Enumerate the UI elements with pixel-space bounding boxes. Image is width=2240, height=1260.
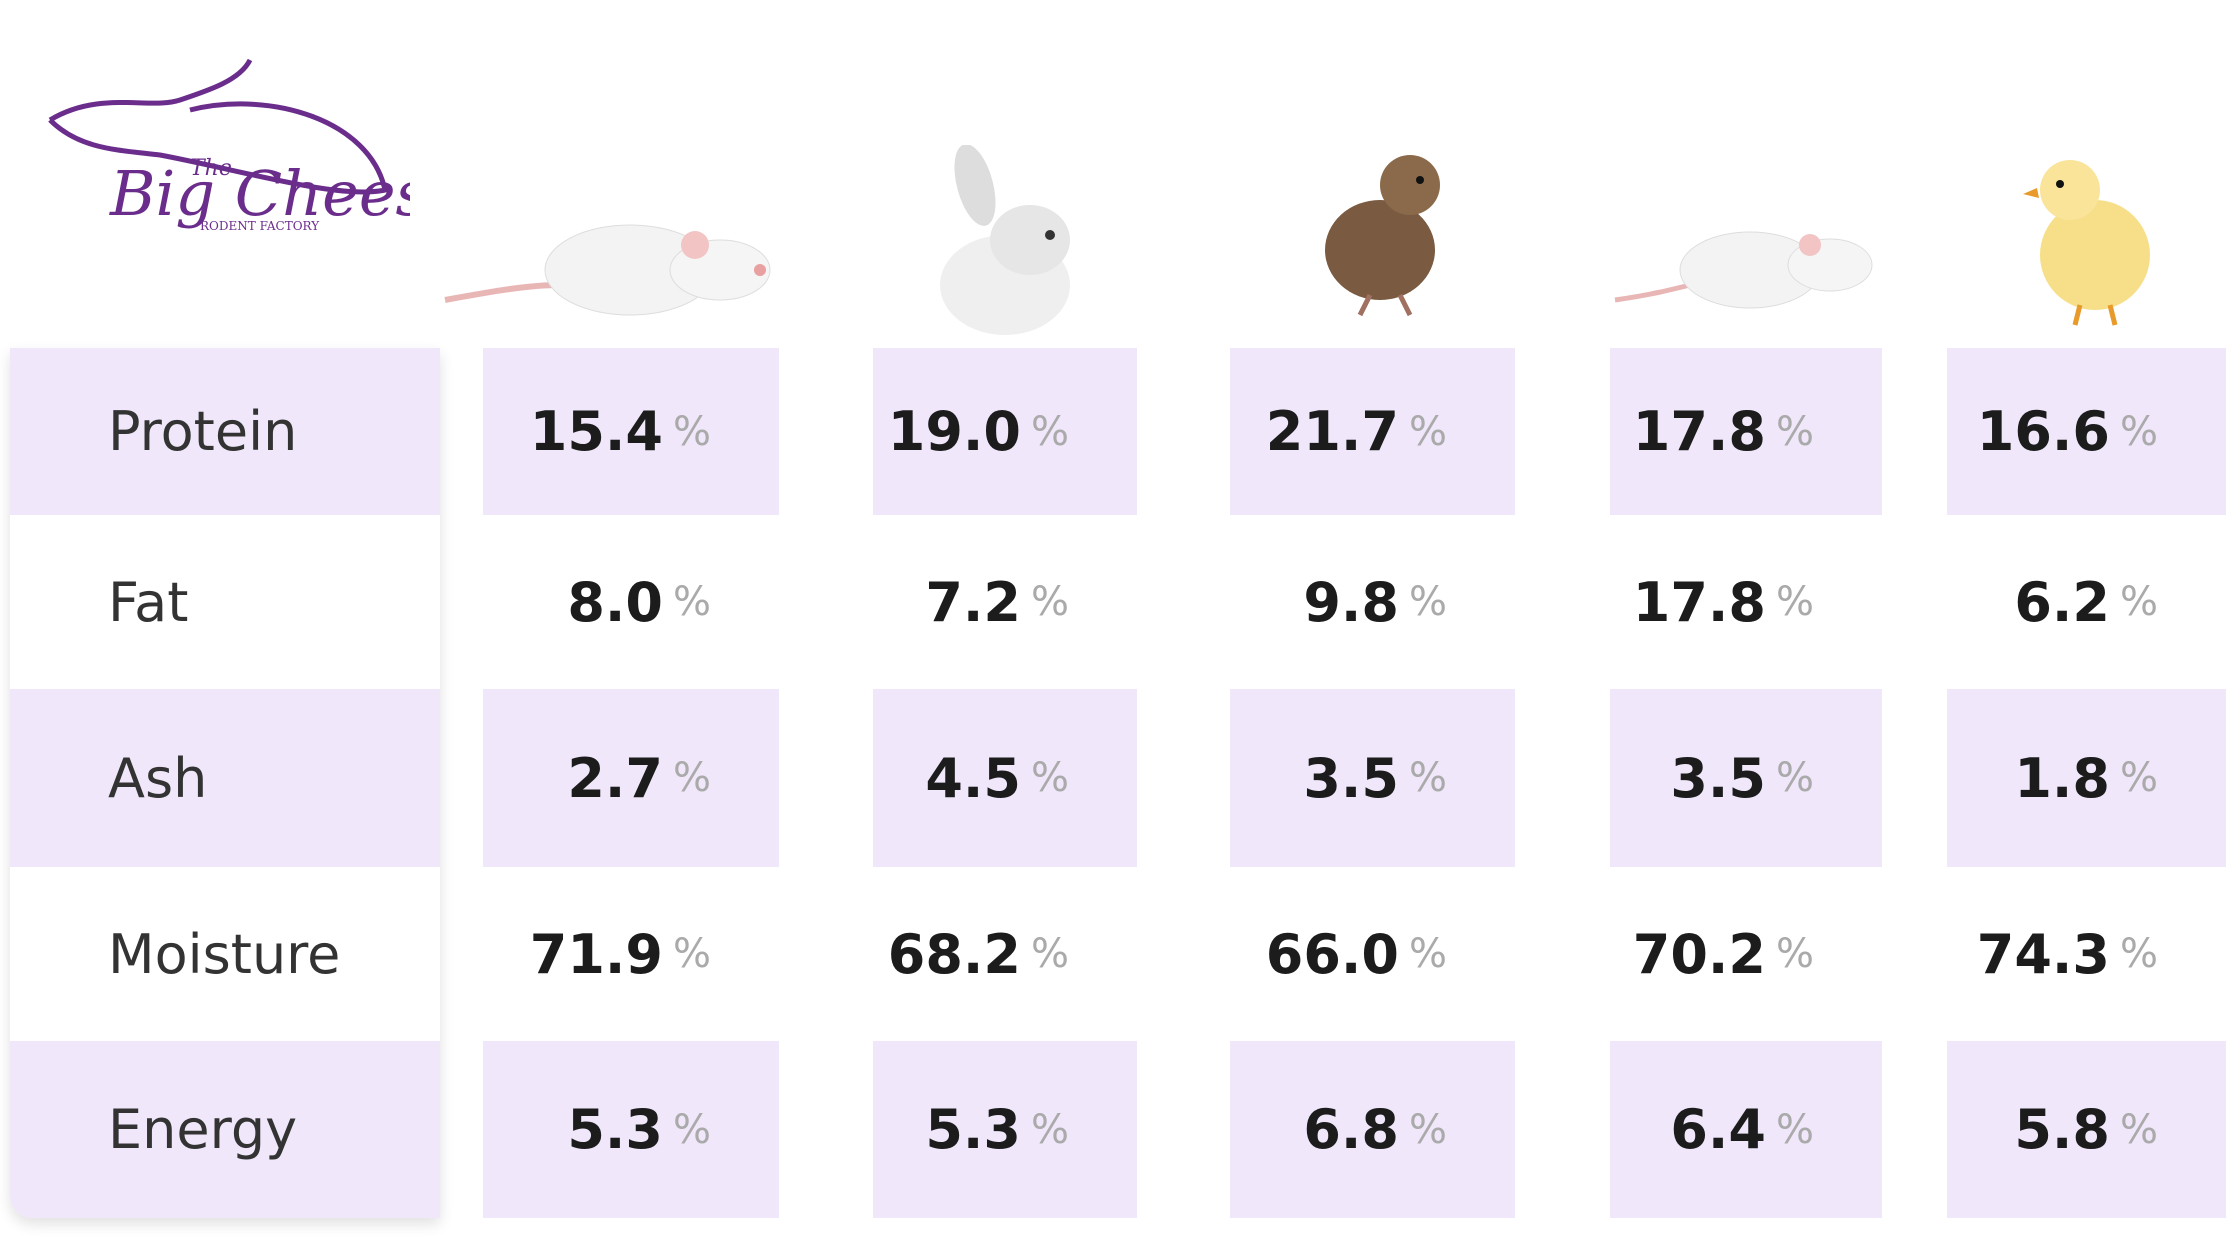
unit: % — [2119, 755, 2158, 801]
unit: % — [1775, 755, 1814, 801]
value: 8.0 — [567, 570, 663, 634]
unit: % — [2119, 1106, 2158, 1153]
rat-image — [1614, 231, 1873, 309]
value: 17.8 — [1632, 400, 1766, 463]
value: 6.4 — [1670, 1098, 1766, 1161]
value: 2.7 — [567, 746, 663, 810]
unit: % — [1030, 755, 1069, 801]
logo-prefix: The — [190, 156, 232, 181]
value: 5.8 — [2014, 1098, 2110, 1161]
unit: % — [1030, 931, 1069, 977]
rat-image — [444, 224, 771, 316]
value-cell: 6.4% — [1610, 1041, 1882, 1218]
value-cell: 5.3% — [873, 1041, 1137, 1218]
rabbit-image — [940, 145, 1070, 335]
row-labels: Protein Fat Ash Moisture Energy — [10, 348, 440, 1218]
value: 6.2 — [2014, 570, 2110, 634]
value: 71.9 — [529, 922, 663, 986]
unit: % — [2119, 931, 2158, 977]
value: 17.8 — [1632, 570, 1766, 634]
row-label: Moisture — [108, 922, 341, 986]
unit: % — [672, 408, 711, 455]
row-label: Energy — [10, 1041, 440, 1218]
value-cell: 8.0% — [483, 515, 779, 689]
value-cell: 7.2% — [873, 515, 1137, 689]
row-label: Protein — [10, 348, 440, 515]
value: 4.5 — [925, 746, 1021, 810]
value-cell: 5.8% — [1947, 1041, 2226, 1218]
value: 21.7 — [1265, 400, 1399, 463]
unit: % — [672, 755, 711, 801]
chick-image — [2023, 160, 2150, 326]
value: 15.4 — [529, 400, 663, 463]
value: 7.2 — [925, 570, 1021, 634]
value-cell: 4.5% — [873, 689, 1137, 867]
value-cell: 17.8% — [1610, 348, 1882, 515]
unit: % — [1408, 408, 1447, 455]
unit: % — [672, 1106, 711, 1153]
unit: % — [1408, 931, 1447, 977]
unit: % — [1030, 579, 1069, 625]
unit: % — [1030, 1106, 1069, 1153]
logo-mouse — [48, 58, 388, 195]
logo-name: Big Cheese — [109, 157, 410, 230]
unit: % — [672, 579, 711, 625]
value-cell: 71.9% — [483, 867, 779, 1041]
value: 74.3 — [1976, 922, 2110, 986]
value: 3.5 — [1670, 746, 1766, 810]
value-cell: 9.8% — [1230, 515, 1515, 689]
value-cell: 17.8% — [1610, 515, 1882, 689]
value-cell: 6.8% — [1230, 1041, 1515, 1218]
value-cell: 70.2% — [1610, 867, 1882, 1041]
value-cell: 16.6% — [1947, 348, 2226, 515]
value-cell: 3.5% — [1610, 689, 1882, 867]
unit: % — [1408, 1106, 1447, 1153]
value: 66.0 — [1265, 922, 1399, 986]
value-cell: 6.2% — [1947, 515, 2226, 689]
unit: % — [1408, 579, 1447, 625]
value-cell: 66.0% — [1230, 867, 1515, 1041]
value: 5.3 — [925, 1098, 1021, 1161]
unit: % — [1775, 931, 1814, 977]
unit: % — [2119, 408, 2158, 455]
value: 16.6 — [1976, 400, 2110, 463]
value-cell: 2.7% — [483, 689, 779, 867]
value-cell: 68.2% — [873, 867, 1137, 1041]
value-cell: 5.3% — [483, 1041, 779, 1218]
value: 5.3 — [567, 1098, 663, 1161]
value: 68.2 — [887, 922, 1021, 986]
value-cell: 21.7% — [1230, 348, 1515, 515]
value-cell: 19.0% — [873, 348, 1137, 515]
value: 1.8 — [2014, 746, 2110, 810]
value: 19.0 — [887, 400, 1021, 463]
row-label: Fat — [108, 570, 189, 634]
value-cell: 3.5% — [1230, 689, 1515, 867]
unit: % — [1775, 1106, 1814, 1153]
value-cell: 1.8% — [1947, 689, 2226, 867]
unit: % — [1775, 408, 1814, 455]
unit: % — [672, 931, 711, 977]
unit: % — [2119, 579, 2158, 625]
value: 3.5 — [1303, 746, 1399, 810]
value-cell: 15.4% — [483, 348, 779, 515]
logo-tagline: RODENT FACTORY — [200, 219, 320, 233]
unit: % — [1408, 755, 1447, 801]
value: 9.8 — [1303, 570, 1399, 634]
row-label: Ash — [10, 689, 440, 867]
unit: % — [1775, 579, 1814, 625]
value: 6.8 — [1303, 1098, 1399, 1161]
quail-chick-image — [1325, 155, 1440, 317]
unit: % — [1030, 408, 1069, 455]
logo: The Big Cheese RODENT FACTORY — [48, 58, 410, 233]
value-cell: 74.3% — [1947, 867, 2226, 1041]
value: 70.2 — [1632, 922, 1766, 986]
